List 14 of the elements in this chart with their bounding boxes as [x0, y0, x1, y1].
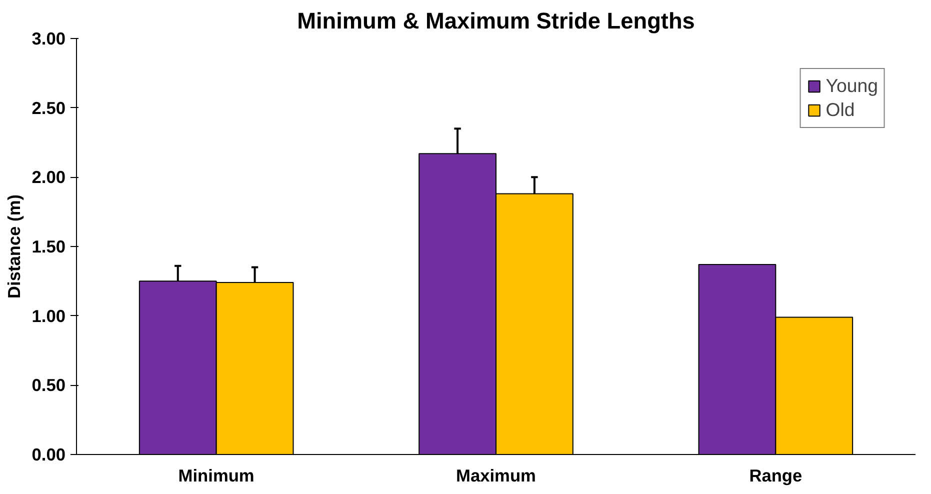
y-tick-label: 3.00: [32, 28, 66, 48]
chart-title: Minimum & Maximum Stride Lengths: [297, 8, 695, 34]
y-tick-label: 2.00: [32, 167, 66, 188]
x-tick-label: Maximum: [456, 466, 536, 486]
y-tick-label: 1.50: [32, 236, 66, 256]
y-tick-label: 1.00: [32, 306, 66, 326]
y-tick-label: 2.50: [32, 98, 66, 118]
y-axis-title: Distance (m): [4, 194, 24, 298]
x-tick-label: Range: [749, 466, 803, 486]
legend-label: Old: [826, 99, 855, 121]
x-tick-label: Minimum: [178, 466, 254, 486]
y-tick-label: 0.00: [32, 444, 66, 464]
legend-label: Young: [826, 75, 878, 97]
y-tick-label: 0.50: [32, 375, 66, 396]
